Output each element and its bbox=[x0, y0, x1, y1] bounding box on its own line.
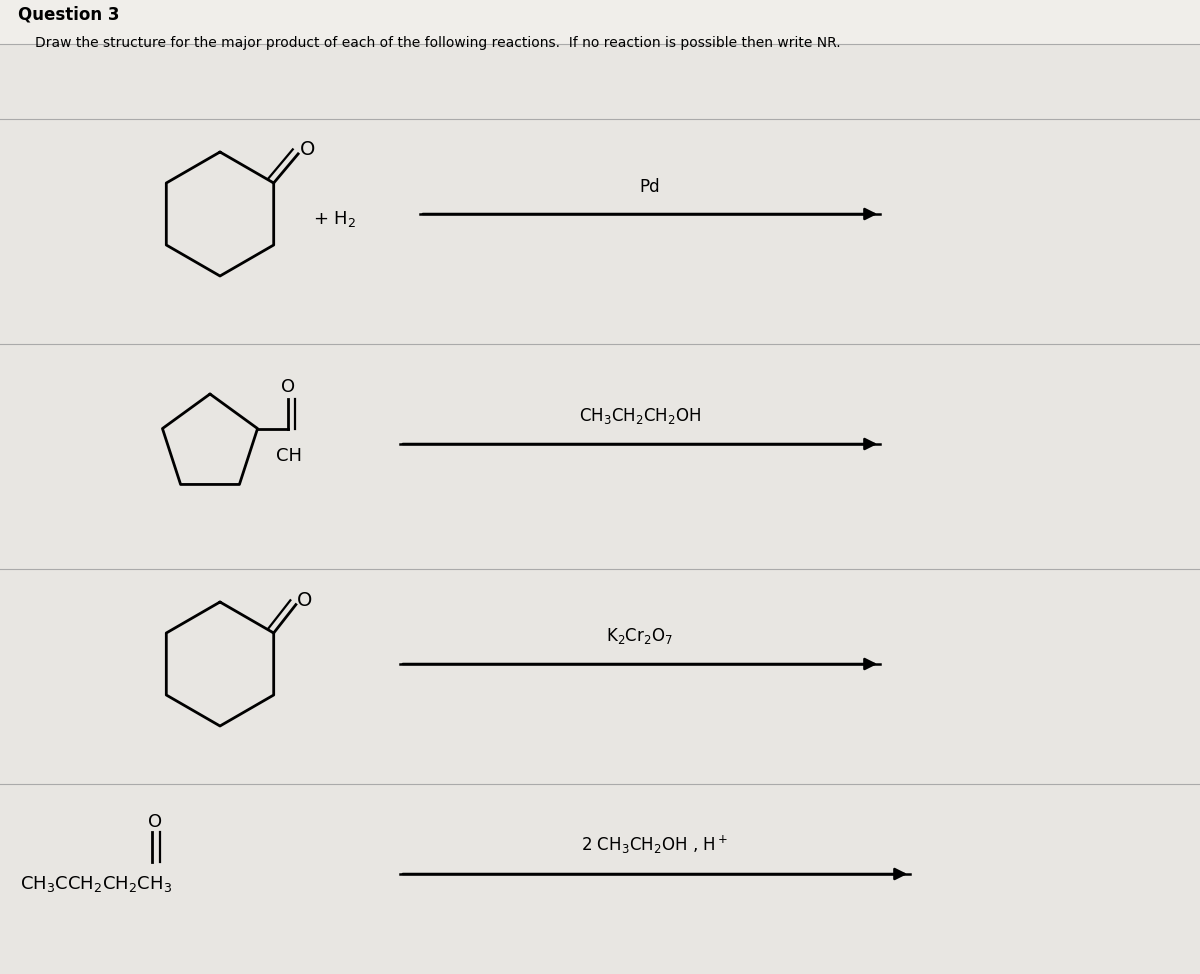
Text: O: O bbox=[282, 378, 295, 395]
Text: O: O bbox=[298, 591, 312, 610]
Text: O: O bbox=[148, 813, 162, 831]
Text: Question 3: Question 3 bbox=[18, 6, 120, 24]
Text: CH$_3$CH$_2$CH$_2$OH: CH$_3$CH$_2$CH$_2$OH bbox=[578, 406, 701, 426]
Text: O: O bbox=[300, 140, 314, 160]
Text: + H$_2$: + H$_2$ bbox=[313, 209, 356, 229]
Text: 2 CH$_3$CH$_2$OH , H$^+$: 2 CH$_3$CH$_2$OH , H$^+$ bbox=[582, 834, 728, 856]
Bar bbox=[0, 0, 1200, 44]
Text: Pd: Pd bbox=[640, 178, 660, 196]
Text: CH: CH bbox=[276, 446, 301, 465]
Text: Draw the structure for the major product of each of the following reactions.  If: Draw the structure for the major product… bbox=[35, 36, 841, 50]
Text: K$_2$Cr$_2$O$_7$: K$_2$Cr$_2$O$_7$ bbox=[606, 626, 673, 646]
Text: CH$_3$CCH$_2$CH$_2$CH$_3$: CH$_3$CCH$_2$CH$_2$CH$_3$ bbox=[20, 874, 172, 894]
